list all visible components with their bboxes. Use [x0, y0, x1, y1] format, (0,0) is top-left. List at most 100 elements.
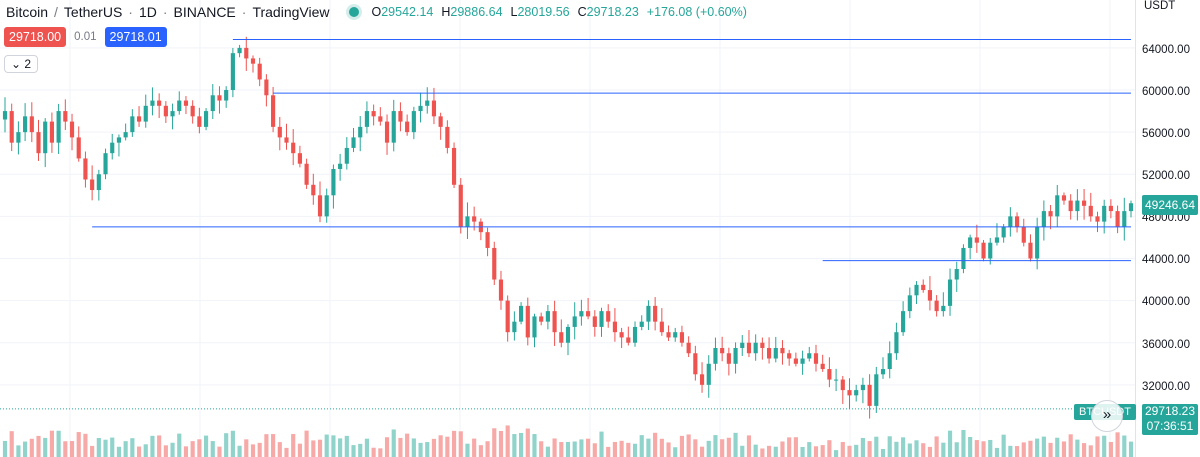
candle-body — [974, 237, 979, 243]
volume-bar — [210, 441, 215, 457]
candle-body — [1008, 216, 1013, 227]
candle-body — [123, 132, 128, 138]
candle-body — [954, 269, 959, 280]
chevron-down-icon: ⌄ — [11, 57, 22, 71]
candlestick-chart[interactable] — [0, 0, 1135, 457]
candle-body — [901, 311, 906, 333]
volume-bar — [887, 436, 892, 457]
candle-body — [894, 332, 899, 354]
volume-bar — [586, 438, 591, 457]
volume-bar — [974, 440, 979, 457]
candle-body — [431, 100, 437, 117]
symbol-name[interactable]: Bitcoin — [6, 4, 49, 20]
volume-bar — [317, 439, 323, 457]
open-label: O — [371, 5, 382, 19]
sell-button[interactable]: 29718.00 — [4, 27, 67, 47]
volume-bar — [941, 442, 946, 457]
volume-bar — [579, 439, 584, 457]
candle-body — [686, 342, 691, 354]
ohlc-readout: O29542.14 H29886.64 L28019.56 C29718.23 … — [371, 5, 746, 19]
candle-body — [840, 379, 845, 391]
volume-bar — [83, 433, 88, 457]
candle-body — [324, 195, 329, 217]
volume-bar — [699, 446, 705, 457]
candle-body — [619, 332, 624, 338]
candle-body — [297, 153, 302, 164]
volume-bar — [445, 436, 450, 457]
volume-bar — [1041, 436, 1046, 457]
volume-bar — [626, 442, 631, 457]
candle-body — [36, 132, 41, 154]
volume-bar — [170, 442, 175, 457]
volume-bar — [378, 448, 383, 457]
price-tick-label: 56000.00 — [1142, 128, 1190, 140]
candle-body — [157, 100, 162, 106]
volume-bar — [840, 442, 845, 457]
chart-header: Bitcoin / TetherUS · 1D · BINANCE · Trad… — [6, 3, 747, 21]
separator-dot: · — [162, 4, 168, 20]
volume-bar — [1035, 438, 1040, 457]
buy-button[interactable]: 29718.01 — [104, 27, 167, 47]
price-scale[interactable] — [1135, 0, 1200, 457]
candle-body — [284, 137, 289, 143]
volume-bar — [9, 431, 14, 457]
volume-bar — [492, 428, 497, 457]
candle-body — [760, 342, 765, 348]
candle-body — [150, 100, 155, 106]
candle-body — [512, 321, 517, 333]
volume-bar — [150, 435, 155, 457]
candle-body — [163, 105, 168, 117]
candle-body — [565, 326, 571, 343]
volume-bar — [69, 441, 75, 457]
volume-bar — [854, 444, 859, 457]
candle-body — [217, 95, 222, 101]
candle-body — [384, 121, 390, 143]
volume-bar — [351, 445, 356, 457]
volume-bar — [230, 430, 235, 457]
separator-dot: · — [128, 4, 133, 20]
volume-bar — [827, 440, 832, 457]
candle-body — [291, 142, 296, 154]
exchange-label[interactable]: BINANCE — [173, 4, 236, 20]
volume-bar — [478, 445, 483, 457]
candle-body — [1128, 203, 1134, 212]
price-tick-label: 60000.00 — [1142, 86, 1190, 98]
candle-body — [304, 163, 309, 185]
volume-bar — [391, 429, 396, 457]
volume-bar — [539, 441, 544, 457]
volume-bar — [927, 446, 933, 457]
candle-body — [224, 90, 229, 101]
candle-body — [311, 184, 316, 196]
candle-body — [49, 121, 54, 143]
volume-bar — [384, 437, 390, 457]
volume-bar — [324, 434, 329, 457]
volume-bar — [1088, 445, 1093, 457]
volume-bar — [217, 446, 222, 457]
candle-body — [183, 100, 189, 106]
candle-body — [961, 247, 966, 270]
candle-body — [666, 332, 671, 338]
candle-body — [317, 195, 323, 217]
volume-bar — [1061, 441, 1067, 457]
volume-bar — [988, 439, 993, 457]
volume-bar — [163, 445, 168, 457]
volume-bar — [29, 438, 34, 457]
candle-body — [820, 363, 825, 370]
interval-label[interactable]: 1D — [138, 4, 157, 20]
volume-bar — [525, 428, 530, 457]
volume-bar — [1014, 446, 1020, 457]
quote-name[interactable]: TetherUS — [63, 4, 123, 20]
candle-body — [250, 58, 256, 64]
indicators-toggle-button[interactable]: ⌄ 2 — [4, 55, 39, 73]
scroll-to-realtime-button[interactable]: » — [1091, 400, 1123, 432]
currency-label[interactable]: USDT — [1144, 0, 1176, 12]
candle-body — [539, 316, 544, 322]
volume-bar — [793, 437, 798, 457]
candle-body — [23, 116, 28, 133]
candle-body — [874, 374, 879, 406]
candle-body — [96, 174, 101, 191]
volume-bar — [713, 435, 718, 457]
candle-body — [458, 184, 463, 227]
candle-body — [934, 300, 939, 312]
close-value: 29718.23 — [586, 5, 639, 19]
